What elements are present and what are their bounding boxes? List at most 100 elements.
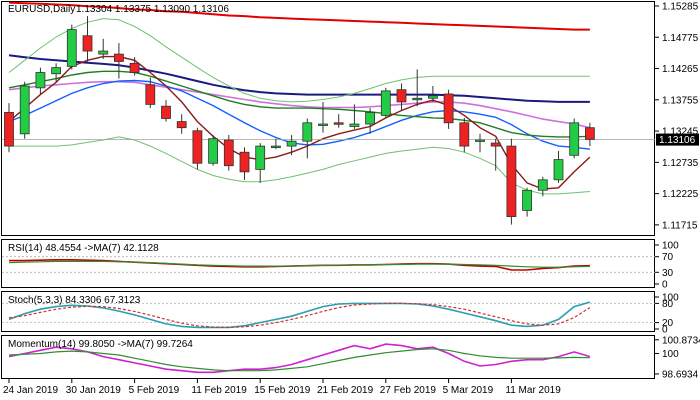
- x-tick-label: 15 Feb 2019: [254, 385, 311, 396]
- candle: [537, 176, 548, 197]
- candle: [4, 103, 14, 153]
- momentum-tick-label: 100.8734: [662, 335, 700, 346]
- momentum-series-line: [8, 348, 590, 372]
- candle-body-down: [192, 130, 203, 164]
- candle-body-down: [223, 139, 234, 167]
- candle: [522, 187, 532, 217]
- stoch-tick-label: 100: [662, 293, 679, 304]
- candle: [427, 86, 438, 102]
- axes: 1.15285 1.14775 1.14265 1.13755 1.13245 1.127…: [3, 1, 700, 396]
- candle: [176, 114, 187, 134]
- candle-body-down: [145, 84, 156, 105]
- candle: [459, 117, 470, 153]
- overlay-green-ma: [8, 70, 590, 138]
- candle-body-up: [427, 95, 438, 99]
- x-tick-label: 11 Feb 2019: [191, 385, 247, 396]
- overlay-red-ma: [8, 1, 590, 31]
- overlay-violet-ma: [8, 80, 591, 129]
- rsi-tick-label: 0: [662, 280, 668, 291]
- price-ohlc-label: 1.13304 1.13375 1.13090 1.13106: [76, 4, 229, 15]
- candle: [396, 83, 407, 111]
- candle: [443, 89, 454, 129]
- candle-body-down: [176, 121, 187, 129]
- rsi-tick-label: 70: [662, 252, 674, 263]
- candle-body-up: [286, 140, 297, 147]
- candle-body-up: [19, 85, 30, 135]
- candle-body-up: [522, 189, 532, 211]
- price-panel: [2, 1, 655, 225]
- candle-body-up: [380, 90, 391, 116]
- candle-body-down: [490, 142, 501, 147]
- candle: [506, 138, 517, 225]
- rsi-tick-label: 30: [662, 268, 674, 279]
- stoch-tick-label: 0: [662, 325, 668, 336]
- candle: [161, 100, 171, 122]
- rsi-panel: [2, 256, 655, 273]
- x-tick-label: 27 Feb 2019: [380, 385, 437, 396]
- candle-body-down: [585, 127, 595, 140]
- stoch-tick-label: 80: [662, 299, 674, 310]
- overlay-maroon-ma: [8, 55, 591, 190]
- price-tick-label: 1.14775: [662, 33, 699, 44]
- x-tick-label: 5 Feb 2019: [129, 385, 180, 396]
- candle-body-up: [537, 179, 548, 191]
- momentum-label: Momentum(14) 99.8050 ->MA(7) 99.7264: [8, 339, 193, 350]
- stochastic-panel: [2, 301, 655, 329]
- candle: [51, 63, 61, 82]
- candle: [585, 122, 595, 147]
- candle-body-up: [302, 122, 313, 142]
- candle: [380, 87, 391, 119]
- candle-body-up: [208, 138, 219, 164]
- candle-body-down: [161, 105, 171, 119]
- candle: [35, 67, 46, 94]
- candle-body-down: [4, 111, 14, 147]
- candle-body-up: [66, 29, 77, 67]
- candle: [239, 147, 250, 180]
- stoch-series-line: [8, 302, 591, 329]
- candle-body-up: [553, 159, 564, 181]
- candle-body-up: [412, 97, 423, 101]
- candle: [98, 38, 109, 60]
- candle-body-up: [98, 50, 109, 55]
- price-tick-label: 1.15285: [662, 1, 699, 12]
- price-tick-label: 1.11715: [662, 220, 698, 231]
- candle: [302, 118, 313, 159]
- candle-body-down: [114, 53, 124, 62]
- overlay-blue-ma: [8, 79, 590, 150]
- x-tick-label: 30 Jan 2019: [66, 385, 121, 396]
- candle-body-down: [506, 145, 517, 218]
- x-tick-label: 24 Jan 2019: [3, 385, 58, 396]
- rsi-tick-label: 100: [662, 241, 679, 252]
- candle-body-down: [82, 35, 93, 52]
- candle: [490, 138, 501, 171]
- price-tick-label: 1.14265: [662, 64, 699, 75]
- price-header-label: EURUSD,Daily: [8, 4, 75, 15]
- candle: [19, 81, 30, 139]
- candle-body-up: [318, 123, 328, 126]
- candle: [569, 118, 580, 159]
- candle: [192, 127, 203, 170]
- last-price-label: 1.13106: [659, 135, 696, 146]
- overlay-bb-upper: [8, 18, 590, 103]
- price-tick-label: 1.13755: [662, 95, 699, 106]
- rsi-series-line: [8, 260, 590, 268]
- candle: [145, 77, 156, 109]
- x-tick-label: 21 Feb 2019: [317, 385, 374, 396]
- candle: [129, 57, 140, 76]
- rsi-label: RSI(14) 48.4554 ->MA(7) 42.1128: [8, 243, 159, 254]
- candle: [553, 150, 564, 183]
- candle: [223, 135, 234, 171]
- momentum-tick-label: 100: [662, 349, 679, 360]
- stoch-label: Stoch(5,3,3) 84.3306 67.3123: [8, 295, 141, 306]
- price-tick-label: 1.12735: [662, 158, 699, 169]
- x-tick-label: 11 Mar 2019: [505, 385, 561, 396]
- momentum-tick-label: 98.6934: [662, 369, 699, 380]
- candle-body-up: [51, 67, 61, 75]
- candle-body-up: [35, 72, 46, 89]
- candle-body-down: [129, 62, 140, 73]
- candle-body-up: [270, 145, 281, 148]
- momentum-series-line: [8, 343, 591, 374]
- x-tick-label: 5 Mar 2019: [443, 385, 494, 396]
- momentum-panel-frame: [1, 335, 655, 379]
